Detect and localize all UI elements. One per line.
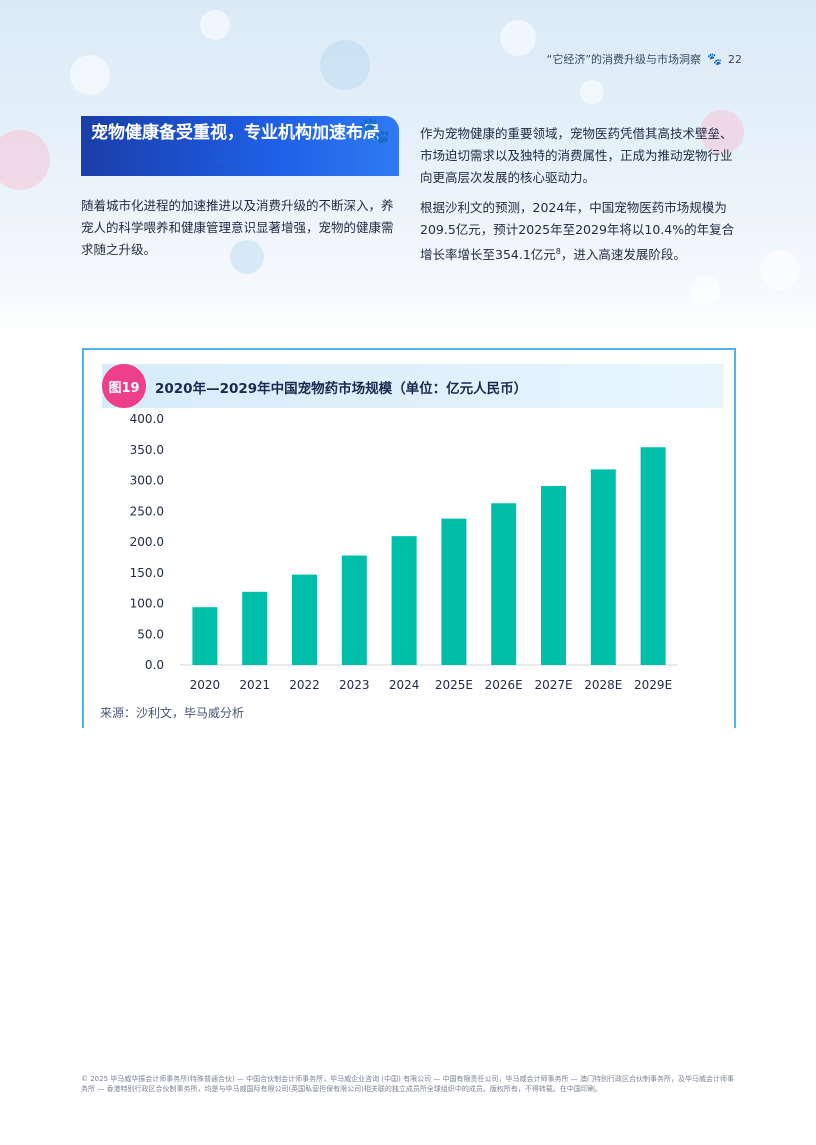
bar-2022 — [292, 574, 317, 665]
footnote-marker: 8 — [555, 247, 561, 256]
y-tick-label: 50.0 — [137, 627, 164, 641]
x-tick-label: 2028E — [584, 678, 622, 692]
y-tick-label: 200.0 — [130, 535, 164, 549]
figure-badge: 图19 — [102, 364, 146, 408]
x-tick-label: 2024 — [389, 678, 420, 692]
bar-chart: 0.0 50.0 100.0 150.0 200.0 250.0 300.0 350.0 400… — [130, 412, 678, 692]
bar-2024 — [391, 536, 417, 665]
footer-copyright: © 2025 毕马威华振会计师事务所(特殊普通合伙) — 中国合伙制会计师事务所… — [81, 1075, 734, 1093]
y-tick-label: 0.0 — [145, 658, 164, 672]
paw-icon: 🐾 — [358, 116, 391, 146]
figure-source: 来源：沙利文，毕马威分析 — [100, 706, 245, 720]
x-tick-label: 2027E — [534, 678, 572, 692]
left-paragraph: 随着城市化进程的加速推进以及消费升级的不断深入，养宠人的科学喂养和健康管理意识显… — [81, 198, 394, 257]
y-tick-label: 250.0 — [130, 504, 164, 518]
paragraph-text-end: ，进入高速发展阶段。 — [560, 247, 686, 263]
y-tick-label: 300.0 — [130, 474, 164, 488]
page-number: 22 — [728, 52, 742, 66]
figure-title: 2020年—2029年中国宠物药市场规模（单位：亿元人民币） — [155, 381, 528, 397]
x-tick-label: 2029E — [634, 678, 672, 692]
paragraph-text: 根据沙利文的预测，2024年，中国宠物医药市场规模为209.5亿元，预计2025… — [420, 200, 735, 263]
section-title: 宠物健康备受重视，专业机构加速布局 🐾 🐾 — [81, 116, 399, 176]
right-paragraph-1: 作为宠物健康的重要领域，宠物医药凭借其高技术壁垒、市场迫切需求以及独特的消费属性… — [420, 126, 733, 185]
y-tick-label: 100.0 — [130, 597, 164, 611]
x-tick-label: 2022 — [289, 678, 320, 692]
x-tick-label: 2020 — [190, 678, 221, 692]
bar-2021 — [242, 591, 268, 665]
x-tick-label: 2026E — [485, 678, 523, 692]
paw-icon: 🐾 — [707, 52, 722, 66]
paw-icon: 🐾 — [211, 151, 239, 176]
bar-2025E — [441, 518, 467, 665]
bar-2020 — [192, 607, 218, 665]
x-tick-label: 2021 — [239, 678, 270, 692]
bar-2028E — [590, 469, 616, 665]
bar-2023 — [341, 555, 367, 665]
y-tick-label: 400.0 — [130, 412, 164, 426]
x-tick-label: 2023 — [339, 678, 370, 692]
y-tick-label: 150.0 — [130, 566, 164, 580]
bar-2029E — [640, 447, 666, 665]
section-title-text: 宠物健康备受重视，专业机构加速布局 — [91, 123, 380, 143]
bar-2026E — [491, 503, 517, 665]
figure-header — [102, 364, 724, 408]
running-head-text: “它经济”的消费升级与市场洞察 — [546, 53, 702, 66]
x-tick-label: 2025E — [435, 678, 473, 692]
figure-box: 图19 2020年—2029年中国宠物药市场规模（单位：亿元人民币） 0.0 50… — [82, 348, 736, 728]
y-tick-label: 350.0 — [130, 443, 164, 457]
right-paragraph-2: 根据沙利文的预测，2024年，中国宠物医药市场规模为209.5亿元，预计2025… — [420, 197, 738, 266]
running-head: “它经济”的消费升级与市场洞察 🐾 22 — [547, 51, 742, 67]
bar-2027E — [541, 486, 566, 665]
